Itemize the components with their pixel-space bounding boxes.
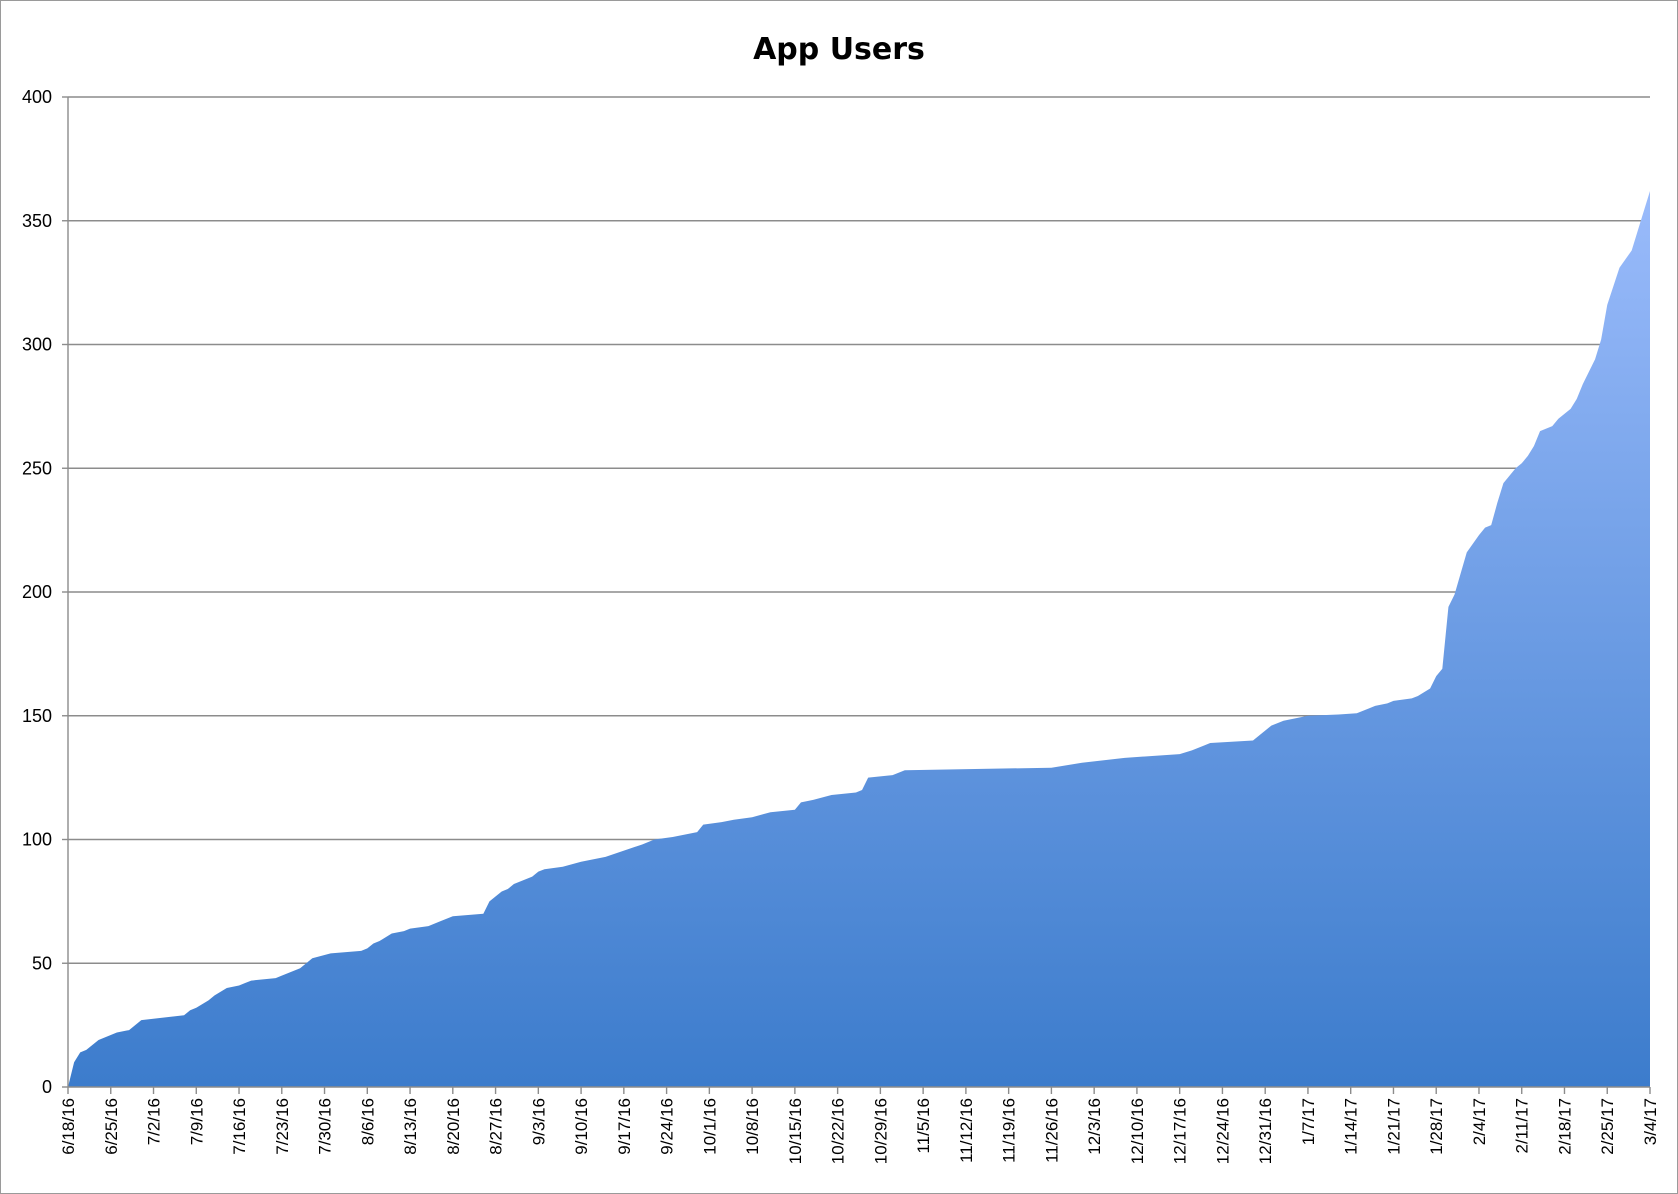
x-tick-label: 3/4/17 <box>1641 1098 1660 1145</box>
x-tick-label: 9/3/16 <box>529 1098 548 1145</box>
x-tick-label: 1/14/17 <box>1342 1098 1361 1155</box>
x-tick-label: 12/24/16 <box>1213 1098 1232 1164</box>
x-tick-label: 10/22/16 <box>829 1098 848 1164</box>
y-tick-label: 0 <box>42 1077 52 1097</box>
x-tick-label: 7/16/16 <box>230 1098 249 1155</box>
chart-title: App Users <box>753 32 925 67</box>
x-tick-label: 8/13/16 <box>401 1098 420 1155</box>
x-tick-label: 2/11/17 <box>1513 1098 1532 1153</box>
x-tick-label: 1/21/17 <box>1384 1098 1403 1155</box>
y-axis-labels: 0 50 100 150 200 250 300 350 400 <box>22 87 52 1097</box>
x-tick-label: 7/30/16 <box>316 1098 335 1155</box>
x-tick-label: 9/17/16 <box>615 1098 634 1155</box>
x-axis-labels: 6/18/16 6/25/16 7/2/16 7/9/16 7/16/16 7/23/16… <box>59 1098 1660 1164</box>
x-tick-label: 9/10/16 <box>572 1098 591 1155</box>
y-tick-label: 250 <box>22 458 52 478</box>
x-tick-label: 10/15/16 <box>786 1098 805 1164</box>
x-tick-label: 12/17/16 <box>1171 1098 1190 1164</box>
x-tick-label: 7/23/16 <box>273 1098 292 1155</box>
x-tick-label: 2/4/17 <box>1470 1098 1489 1145</box>
x-tick-label: 8/6/16 <box>358 1098 377 1145</box>
x-tick-label: 10/8/16 <box>743 1098 762 1155</box>
x-tick-label: 12/3/16 <box>1085 1098 1104 1155</box>
y-tick-label: 150 <box>22 706 52 726</box>
y-tick-label: 400 <box>22 87 52 107</box>
x-tick-label: 6/18/16 <box>59 1098 78 1155</box>
x-tick-label: 12/31/16 <box>1256 1098 1275 1164</box>
y-tick-label: 200 <box>22 582 52 602</box>
axes <box>67 97 1651 1094</box>
area-series <box>68 191 1650 1088</box>
x-tick-label: 1/28/17 <box>1427 1098 1446 1155</box>
x-tick-label: 7/9/16 <box>187 1098 206 1145</box>
x-tick-label: 12/10/16 <box>1128 1098 1147 1164</box>
x-tick-label: 11/26/16 <box>1042 1098 1061 1163</box>
x-tick-label: 8/27/16 <box>487 1098 506 1155</box>
x-tick-label: 6/25/16 <box>102 1098 121 1155</box>
x-tick-label: 2/18/17 <box>1555 1098 1574 1155</box>
x-tick-label: 10/29/16 <box>871 1098 890 1164</box>
y-tick-label: 350 <box>22 211 52 231</box>
x-tick-label: 11/5/16 <box>914 1098 933 1153</box>
x-tick-label: 11/12/16 <box>957 1098 976 1163</box>
x-tick-label: 2/25/17 <box>1598 1098 1617 1155</box>
x-tick-label: 10/1/16 <box>700 1098 719 1155</box>
area-series-0 <box>68 191 1650 1088</box>
x-tick-label: 9/24/16 <box>658 1098 677 1155</box>
x-tick-label: 7/2/16 <box>145 1098 164 1145</box>
x-tick-label: 1/7/17 <box>1299 1098 1318 1145</box>
y-tick-label: 50 <box>32 953 52 973</box>
x-tick-label: 11/19/16 <box>1000 1098 1019 1163</box>
y-tick-label: 300 <box>22 335 52 355</box>
x-tick-label: 8/20/16 <box>444 1098 463 1155</box>
y-tick-label: 100 <box>22 830 52 850</box>
